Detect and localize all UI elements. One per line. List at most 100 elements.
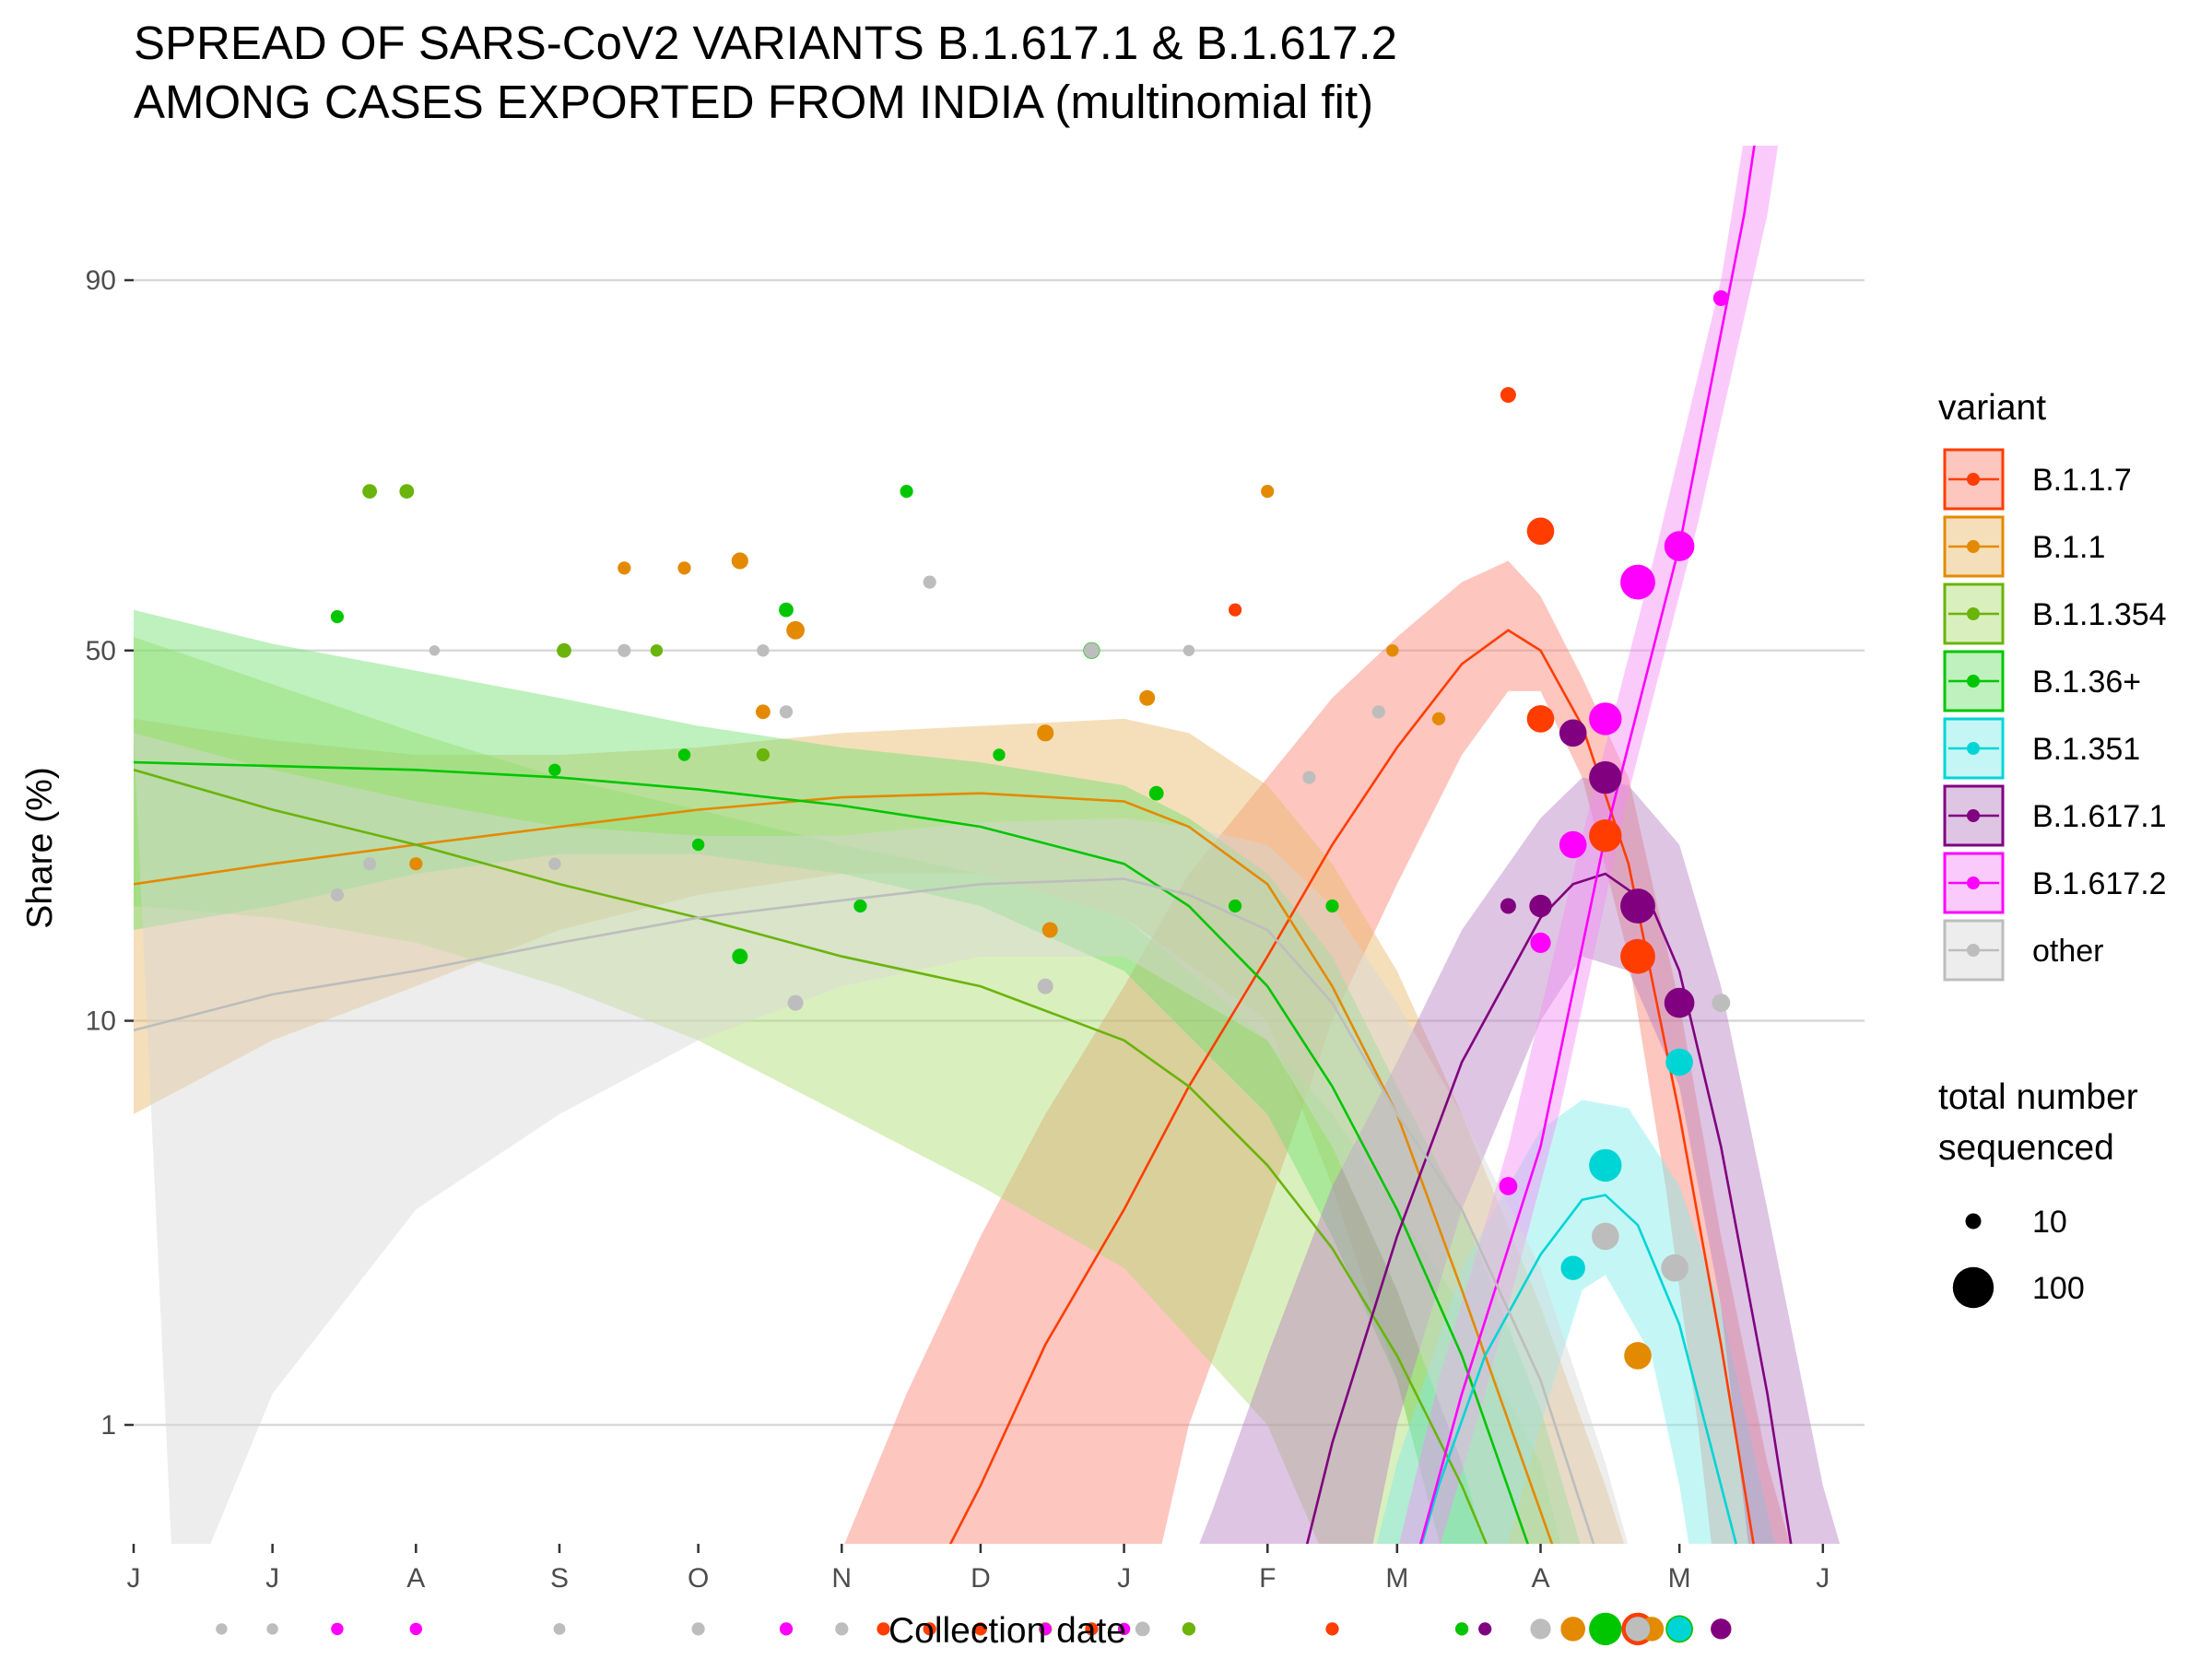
legend-key-dot-B.1.1.7	[1967, 473, 1980, 486]
point-B.1.351-1	[1589, 1148, 1622, 1182]
point-other-4	[618, 643, 631, 657]
x-tick-label-9: M	[1385, 1563, 1408, 1594]
point-B.1.1.354-3	[557, 642, 571, 658]
x-tick-label-1: J	[265, 1563, 279, 1594]
legend-label-B.1.617.2: B.1.617.2	[2032, 866, 2167, 901]
point-B.1.617.2-1	[409, 1622, 422, 1636]
point-B.1.1-8	[1041, 922, 1058, 938]
size-legend-dot-10	[1965, 1213, 1982, 1230]
y-tick-label-1: 10	[86, 1006, 116, 1037]
point-other-21	[835, 1622, 849, 1636]
point-B.1.617.1-3	[1589, 760, 1622, 794]
point-B.1.36+-0	[330, 610, 344, 624]
legend-label-B.1.617.1: B.1.617.1	[2032, 799, 2167, 834]
point-B.1.1.7-18	[1526, 705, 1555, 733]
point-B.1.36+-11	[993, 748, 1006, 761]
band-B.1.1.354	[134, 637, 1561, 1544]
band-B.1.1	[134, 718, 1625, 1544]
legend-label-other: other	[2032, 934, 2104, 969]
chart-title-line-1: SPREAD OF SARS-CoV2 VARIANTS B.1.617.1 &…	[134, 17, 1397, 69]
point-B.1.617.2-5	[1039, 1622, 1052, 1636]
fit-line-B.1.351	[1420, 1194, 1737, 1544]
x-tick-label-2: A	[406, 1563, 425, 1594]
band-B.1.1.7	[844, 560, 1791, 1544]
point-other-1	[363, 857, 377, 871]
point-B.1.617.2-7	[1499, 1177, 1518, 1195]
point-B.1.36+-2	[548, 763, 561, 776]
point-B.1.1.354-4	[650, 644, 664, 657]
point-B.1.1.7-10	[1526, 517, 1555, 546]
point-B.1.617.1-7	[1711, 1618, 1732, 1640]
point-B.1.1-11	[1386, 644, 1399, 657]
band-other	[134, 733, 1629, 1544]
x-tick-label-7: J	[1117, 1563, 1131, 1594]
point-other-0	[330, 888, 344, 902]
x-tick-label-10: A	[1531, 1563, 1549, 1594]
legend-key-dot-B.1.617.1	[1967, 809, 1980, 822]
point-B.1.351-0	[1560, 1255, 1585, 1280]
point-B.1.36+-3	[677, 748, 691, 761]
x-tick-label-8: F	[1259, 1563, 1276, 1594]
point-other-19	[553, 1623, 566, 1635]
point-B.1.1.7-16	[1589, 819, 1622, 853]
legend-key-dot-B.1.351	[1967, 742, 1980, 755]
point-B.1.617.2-8	[1530, 932, 1551, 953]
legend-label-B.1.36+: B.1.36+	[2032, 665, 2141, 700]
point-B.1.36+-19	[1589, 1612, 1622, 1646]
point-B.1.617.2-0	[331, 1622, 344, 1636]
fit-line-B.1.1.354	[134, 769, 1488, 1544]
point-B.1.1.354-9	[1182, 1622, 1195, 1636]
point-other-24	[1625, 1617, 1651, 1641]
point-B.1.617.2-14	[1712, 290, 1729, 306]
point-B.1.351-3	[1666, 1617, 1692, 1641]
legend-items: B.1.1.7 B.1.1 B.1.1.354 B.1.36+ B.1.351 B.1.6…	[1943, 448, 2167, 982]
point-other-7	[787, 994, 804, 1011]
point-B.1.36+-9	[900, 485, 913, 499]
point-B.1.1-15	[1560, 1617, 1585, 1641]
point-B.1.1.7-2	[973, 1622, 987, 1636]
point-other-10	[1083, 642, 1100, 659]
size-legend-title-line-2: sequenced	[1938, 1128, 2114, 1168]
x-tick-label-0: J	[127, 1563, 141, 1594]
legend-key-dot-B.1.617.2	[1967, 877, 1980, 889]
legend-label-B.1.1: B.1.1	[2032, 530, 2105, 565]
chart-title-line-2: AMONG CASES EXPORTED FROM INDIA (multino…	[134, 76, 1373, 128]
point-other-20	[691, 1622, 705, 1636]
x-tick-label-12: J	[1816, 1563, 1830, 1594]
point-B.1.617.2-11	[1620, 564, 1655, 600]
size-legend-label-10: 10	[2032, 1205, 2067, 1240]
legend-label-B.1.1.354: B.1.1.354	[2032, 597, 2167, 632]
point-B.1.1-10	[1261, 485, 1275, 499]
point-B.1.1.354-1	[362, 484, 377, 499]
y-tick-label-0: 1	[100, 1410, 116, 1441]
point-B.1.1.354-6	[756, 747, 771, 762]
fit-lines	[134, 146, 1793, 1544]
fit-line-B.1.1.7	[948, 629, 1755, 1544]
point-B.1.617.1-1	[1529, 894, 1552, 918]
point-other-12	[1302, 771, 1316, 784]
point-B.1.36+-13	[1148, 785, 1164, 801]
point-other-3	[548, 857, 561, 870]
size-legend-items: 10 100	[1952, 1205, 2085, 1309]
point-B.1.1.7-0	[877, 1622, 890, 1636]
point-B.1.617.2-12	[1664, 531, 1695, 561]
point-B.1.1-0	[409, 857, 423, 871]
point-other-23	[1530, 1618, 1551, 1640]
point-B.1.36+-7	[779, 602, 794, 618]
point-B.1.36+-16	[1325, 899, 1339, 913]
point-B.1.36+-8	[853, 899, 867, 913]
point-B.1.1-2	[618, 561, 631, 575]
point-B.1.1.7-7	[1229, 603, 1242, 617]
y-axis-title: Share (%)	[20, 767, 60, 929]
point-B.1.617.1-4	[1620, 888, 1655, 924]
point-B.1.617.2-10	[1589, 702, 1622, 735]
point-B.1.1-9	[1139, 689, 1156, 706]
point-other-17	[216, 1623, 228, 1635]
fit-line-other	[134, 877, 1595, 1544]
point-B.1.36+-17	[1455, 1622, 1469, 1636]
x-tick-label-5: N	[831, 1563, 852, 1594]
data-points	[216, 290, 1732, 1646]
point-B.1.1-12	[1431, 712, 1446, 726]
grid-lines	[134, 278, 1865, 1427]
fit-line-B.1.36+	[134, 760, 1529, 1544]
